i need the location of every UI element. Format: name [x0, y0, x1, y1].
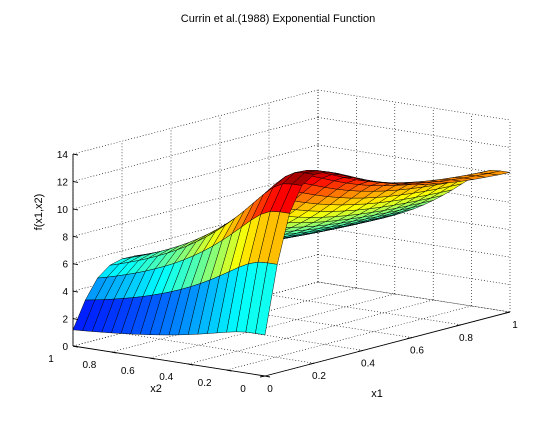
grid-line — [226, 305, 472, 371]
grid-line — [72, 117, 319, 182]
y-tick-mark — [111, 351, 117, 354]
x-tick-mark — [259, 375, 266, 378]
z-tick-mark — [72, 208, 79, 211]
x-tick-label: 0.8 — [459, 333, 473, 344]
z-tick-mark — [72, 180, 79, 183]
grid-line — [149, 293, 395, 359]
x-axis-line — [264, 311, 511, 377]
floor-pane — [73, 282, 510, 376]
z-tick-label: 6 — [62, 260, 68, 271]
x-tick-label: 0.2 — [312, 371, 326, 382]
grid-line — [188, 299, 434, 365]
grid-line — [72, 144, 319, 210]
x-tick-mark — [357, 349, 364, 352]
y-tick-label: 1 — [48, 354, 54, 365]
x-tick-mark — [406, 337, 413, 340]
y-axis-label: x2 — [150, 383, 162, 395]
x-axis-label: x1 — [371, 388, 383, 400]
y-tick-mark — [188, 363, 194, 366]
x-tick-mark — [308, 362, 315, 365]
grid-line — [72, 89, 319, 155]
y-tick-label: 0 — [240, 384, 246, 395]
z-tick-label: 4 — [62, 287, 68, 298]
z-tick-label: 14 — [57, 150, 69, 161]
z-tick-mark — [72, 318, 79, 321]
z-tick-label: 2 — [62, 315, 68, 326]
y-tick-label: 0.2 — [198, 378, 212, 389]
chart-title: Currin et al.(1988) Exponential Function — [181, 13, 375, 25]
y-tick-label: 0.6 — [121, 366, 135, 377]
surface-patch — [255, 262, 278, 336]
grid-line — [72, 172, 319, 237]
z-tick-label: 8 — [62, 232, 68, 243]
z-tick-mark — [72, 235, 79, 238]
z-tick-mark — [72, 290, 79, 293]
z-tick-mark — [72, 263, 79, 266]
y-tick-label: 0.4 — [159, 372, 173, 383]
y-axis-line — [72, 345, 266, 377]
z-tick-mark — [72, 153, 79, 156]
x-tick-label: 0 — [267, 384, 273, 395]
y-tick-mark — [264, 375, 271, 378]
x-tick-label: 0.4 — [361, 358, 375, 369]
z-axis-label: f(x1,x2) — [33, 194, 45, 231]
surface-plot — [72, 170, 511, 336]
z-tick-label: 10 — [57, 205, 69, 216]
x-tick-label: 1 — [512, 320, 518, 331]
z-tick-mark — [72, 345, 79, 348]
z-tick-label: 12 — [57, 177, 69, 188]
y-tick-label: 0.8 — [82, 360, 96, 371]
x-tick-mark — [504, 311, 511, 314]
x-tick-label: 0.6 — [410, 346, 424, 357]
z-tick-label: 0 — [62, 342, 68, 353]
y-tick-mark — [226, 369, 232, 372]
grid-line — [72, 199, 319, 264]
y-tick-mark — [149, 357, 155, 360]
x-tick-mark — [455, 324, 462, 327]
